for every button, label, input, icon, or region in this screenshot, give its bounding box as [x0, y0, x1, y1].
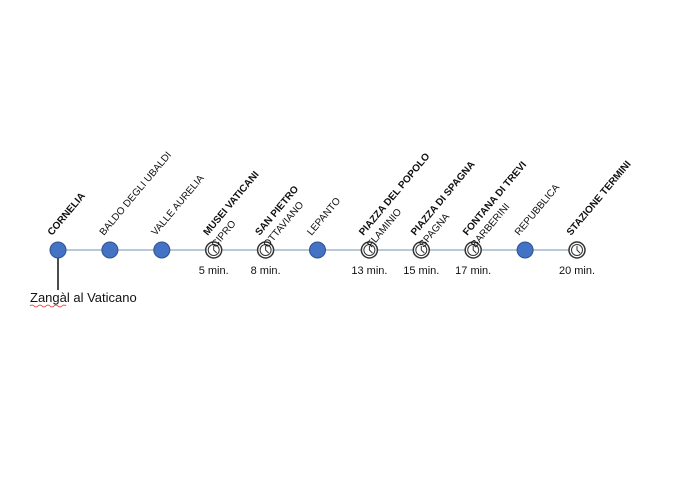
travel-time: 13 min.	[351, 265, 387, 277]
station: VALLE AURELIA	[150, 173, 207, 259]
station-name: STAZIONE TERMINI	[565, 159, 634, 238]
station-name: LEPANTO	[305, 196, 343, 238]
station-name: VALLE AURELIA	[150, 173, 207, 238]
station-name: REPUBBLICA	[513, 182, 562, 238]
travel-time: 5 min.	[199, 265, 229, 277]
spell-underline	[29, 304, 67, 308]
station-dot	[516, 241, 534, 259]
station-dot	[49, 241, 67, 259]
station-label: CORNELIA	[46, 191, 88, 238]
station-label: REPUBBLICA	[513, 182, 562, 238]
travel-time: 15 min.	[403, 265, 439, 277]
station-label: LEPANTO	[305, 196, 343, 238]
note: Zangàl al Vaticano	[30, 290, 137, 305]
clock-hands	[420, 246, 425, 254]
station-name: CORNELIA	[46, 191, 88, 238]
travel-time: 8 min.	[251, 265, 281, 277]
clock-hands	[472, 246, 477, 254]
clock-hands	[265, 246, 269, 254]
clock-hands	[368, 246, 373, 254]
station: CORNELIA	[46, 191, 88, 259]
station: 20 min. STAZIONE TERMINI	[559, 159, 634, 277]
station-dot	[101, 241, 119, 259]
clock-hands	[576, 246, 581, 254]
travel-time: 20 min.	[559, 265, 595, 277]
station: REPUBBLICA	[513, 182, 562, 259]
station-dot	[309, 241, 326, 259]
clock-hands	[213, 246, 218, 254]
station-label: STAZIONE TERMINI	[565, 159, 634, 238]
station: LEPANTO	[305, 196, 343, 259]
station-label: VALLE AURELIA	[150, 173, 207, 238]
station-dot	[153, 241, 171, 259]
travel-time: 17 min.	[455, 265, 491, 277]
